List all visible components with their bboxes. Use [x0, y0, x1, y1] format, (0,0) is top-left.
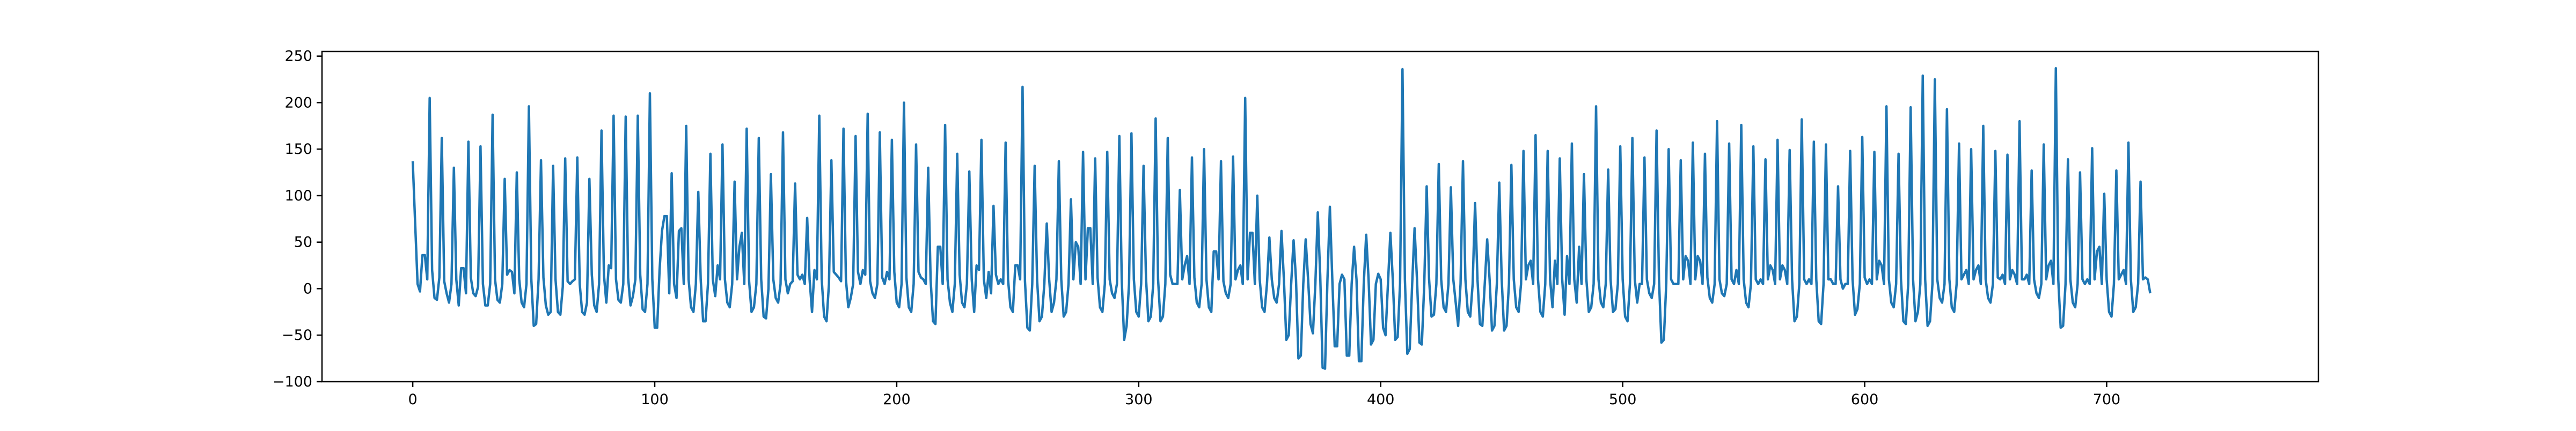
y-tick-label: −100: [273, 374, 312, 390]
y-axis: −100 −50 0 50 100 150 200 250: [273, 48, 322, 390]
x-tick-label: 300: [1125, 391, 1153, 408]
y-tick-label: 250: [284, 48, 312, 65]
x-tick-label: 400: [1367, 391, 1395, 408]
x-tick-label: 600: [1851, 391, 1879, 408]
x-tick-label: 700: [2093, 391, 2121, 408]
x-tick-label: 0: [408, 391, 417, 408]
y-tick-label: 50: [294, 234, 312, 251]
y-tick-label: 0: [303, 280, 312, 297]
plot-frame: [321, 50, 2319, 383]
y-tick-label: −50: [282, 327, 312, 344]
x-axis: 0 100 200 300 400 500 600 700: [408, 382, 2120, 408]
x-tick-label: 500: [1609, 391, 1637, 408]
x-tick-label: 200: [883, 391, 911, 408]
series-group: [411, 66, 2151, 370]
y-tick-label: 200: [284, 94, 312, 111]
y-tick-label: 100: [284, 188, 312, 204]
y-tick-label: 150: [284, 141, 312, 158]
x-tick-label: 100: [641, 391, 669, 408]
series-line-0: [411, 66, 2151, 370]
